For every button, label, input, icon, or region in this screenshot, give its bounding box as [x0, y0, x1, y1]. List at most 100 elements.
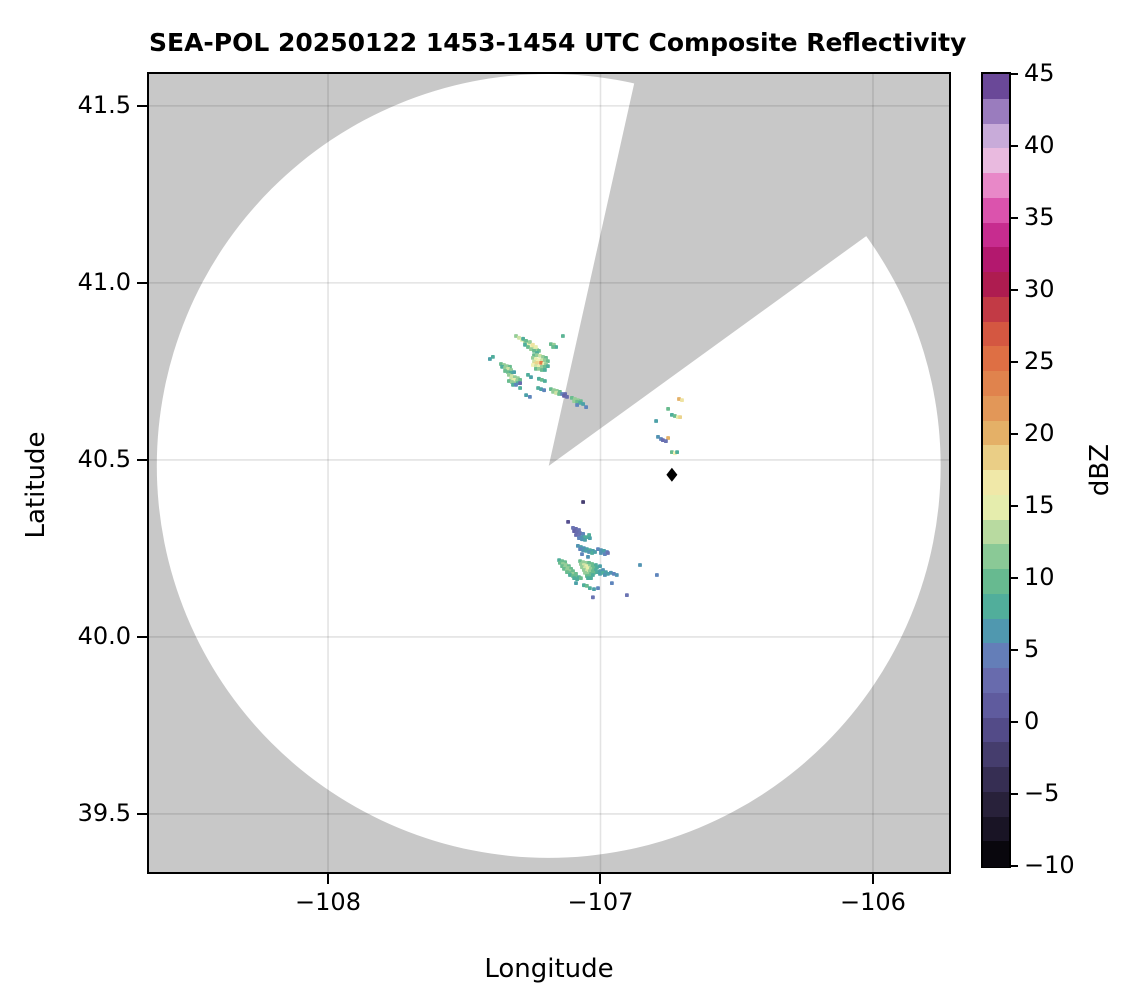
- missing-sector-wedge: [548, 74, 949, 466]
- x-tick-mark: [871, 874, 874, 884]
- reflectivity-cell: [562, 567, 566, 571]
- colorbar-tick-label: 40: [1024, 131, 1055, 159]
- reflectivity-cell: [539, 361, 543, 365]
- reflectivity-cell: [532, 349, 536, 353]
- reflectivity-cell: [558, 561, 562, 565]
- reflectivity-cell: [524, 393, 528, 397]
- colorbar-band: [983, 593, 1009, 619]
- reflectivity-cell: [612, 572, 616, 576]
- reflectivity-cell: [531, 356, 535, 360]
- reflectivity-cell: [524, 339, 528, 343]
- reflectivity-cell: [500, 364, 504, 369]
- colorbar: [981, 72, 1011, 868]
- reflectivity-cell: [537, 376, 541, 381]
- reflectivity-cell: [596, 586, 600, 590]
- reflectivity-cell: [670, 413, 674, 417]
- reflectivity-cell: [599, 551, 603, 555]
- colorbar-tick-label: 25: [1024, 347, 1055, 375]
- colorbar-band: [983, 98, 1009, 124]
- reflectivity-cell: [571, 526, 575, 530]
- y-tick-label: 41.5: [77, 90, 131, 119]
- reflectivity-cell: [579, 562, 583, 566]
- reflectivity-cell: [512, 370, 516, 374]
- colorbar-band: [983, 173, 1009, 199]
- reflectivity-cell: [534, 367, 538, 371]
- colorbar-band: [983, 371, 1009, 397]
- colorbar-band: [983, 395, 1009, 421]
- radar-map-svg: [149, 74, 949, 872]
- reflectivity-cell: [572, 576, 576, 580]
- reflectivity-cell: [677, 397, 681, 401]
- y-tick-label: 41.0: [77, 267, 131, 296]
- colorbar-tick-mark: [1011, 217, 1018, 219]
- reflectivity-cell: [583, 538, 587, 542]
- colorbar-tick-mark: [1011, 73, 1018, 75]
- reflectivity-cell: [574, 533, 578, 537]
- reflectivity-cell: [595, 570, 599, 574]
- reflectivity-cell: [521, 336, 525, 341]
- reflectivity-cell: [588, 536, 592, 540]
- reflectivity-cell: [587, 550, 591, 554]
- colorbar-band: [983, 222, 1009, 248]
- reflectivity-cell: [587, 561, 591, 565]
- colorbar-tick-mark: [1011, 721, 1018, 723]
- reflectivity-cell: [542, 388, 546, 393]
- reflectivity-cell: [590, 551, 594, 555]
- reflectivity-cell: [514, 334, 518, 338]
- colorbar-band: [983, 569, 1009, 595]
- reflectivity-cell: [606, 572, 610, 576]
- y-tick-mark: [137, 812, 147, 815]
- colorbar-band: [983, 544, 1009, 570]
- x-tick-mark: [599, 874, 602, 884]
- y-tick-label: 40.5: [77, 444, 131, 473]
- reflectivity-cell: [536, 386, 540, 390]
- reflectivity-cell: [551, 345, 555, 349]
- reflectivity-cell: [575, 399, 579, 404]
- reflectivity-cell: [603, 552, 607, 556]
- reflectivity-cell: [503, 366, 507, 370]
- reflectivity-cell: [575, 577, 579, 582]
- colorbar-band: [983, 148, 1009, 174]
- reflectivity-cell: [561, 334, 565, 338]
- reflectivity-cell: [507, 373, 511, 377]
- colorbar-band: [983, 445, 1009, 471]
- colorbar-band: [983, 74, 1009, 100]
- y-tick-mark: [137, 104, 147, 107]
- y-tick-mark: [137, 281, 147, 284]
- colorbar-tick-mark: [1011, 865, 1018, 867]
- reflectivity-cell: [614, 573, 619, 577]
- reflectivity-cell: [680, 398, 684, 402]
- reflectivity-cell: [591, 573, 595, 577]
- reflectivity-cell: [541, 355, 545, 359]
- reflectivity-cell: [577, 536, 581, 540]
- reflectivity-cell: [517, 335, 521, 340]
- colorbar-tick-mark: [1011, 289, 1018, 291]
- colorbar-tick-mark: [1011, 577, 1018, 579]
- reflectivity-cell: [518, 378, 522, 382]
- colorbar-band: [983, 197, 1009, 223]
- colorbar-band: [983, 692, 1009, 718]
- reflectivity-cell: [565, 570, 569, 574]
- reflectivity-cell: [673, 414, 677, 418]
- reflectivity-cell: [534, 345, 538, 349]
- reflectivity-cell: [540, 378, 544, 382]
- colorbar-tick-label: −5: [1024, 779, 1060, 807]
- colorbar-tick-mark: [1011, 505, 1018, 507]
- colorbar-tick-mark: [1011, 361, 1018, 363]
- reflectivity-cell: [603, 573, 607, 577]
- reflectivity-cell: [546, 359, 550, 363]
- colorbar-tick-label: −10: [1024, 851, 1075, 879]
- plot-area: [147, 72, 951, 874]
- reflectivity-cell: [575, 530, 579, 534]
- reflectivity-cell: [518, 386, 522, 390]
- reflectivity-cell: [578, 547, 582, 551]
- reflectivity-cell: [576, 544, 580, 548]
- reflectivity-cell: [507, 379, 511, 383]
- reflectivity-cell: [514, 382, 518, 387]
- reflectivity-cell: [570, 396, 574, 400]
- reflectivity-cell: [587, 533, 591, 537]
- reflectivity-cell: [557, 392, 561, 396]
- reflectivity-cell: [526, 373, 530, 377]
- colorbar-tick-mark: [1011, 793, 1018, 795]
